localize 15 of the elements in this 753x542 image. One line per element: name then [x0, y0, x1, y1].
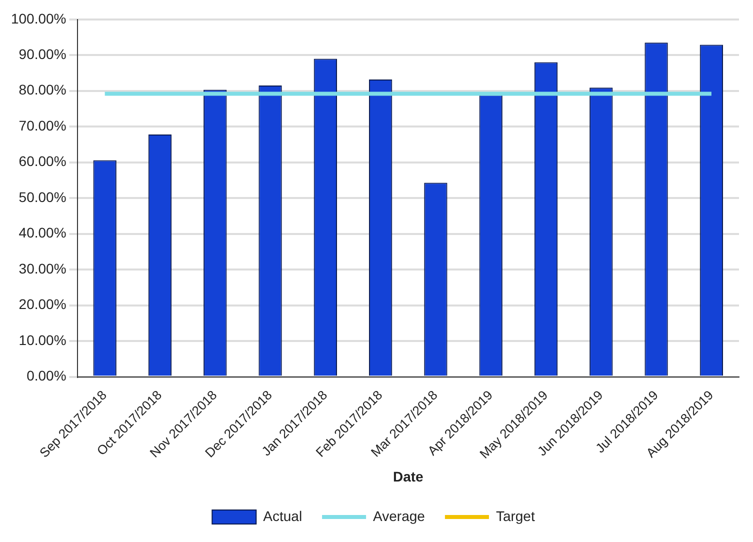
y-tick-label: 40.00%	[18, 224, 66, 241]
legend-label: Target	[496, 508, 535, 524]
legend-label: Average	[373, 508, 426, 524]
y-tick-label: 50.00%	[18, 188, 66, 205]
y-tick-label: 30.00%	[18, 260, 66, 276]
y-tick-label: 90.00%	[18, 46, 66, 62]
y-tick-label: 60.00%	[18, 153, 66, 170]
y-tick-label: 10.00%	[18, 332, 66, 348]
x-axis-title: Date	[392, 468, 424, 484]
legend-label: Actual	[263, 508, 302, 524]
y-tick-label: 20.00%	[18, 296, 66, 312]
y-tick-label: 0.00%	[26, 368, 66, 384]
y-tick-label: 100.00%	[10, 10, 66, 26]
y-tick-label: 80.00%	[18, 82, 66, 98]
y-tick-label: 70.00%	[18, 117, 66, 134]
